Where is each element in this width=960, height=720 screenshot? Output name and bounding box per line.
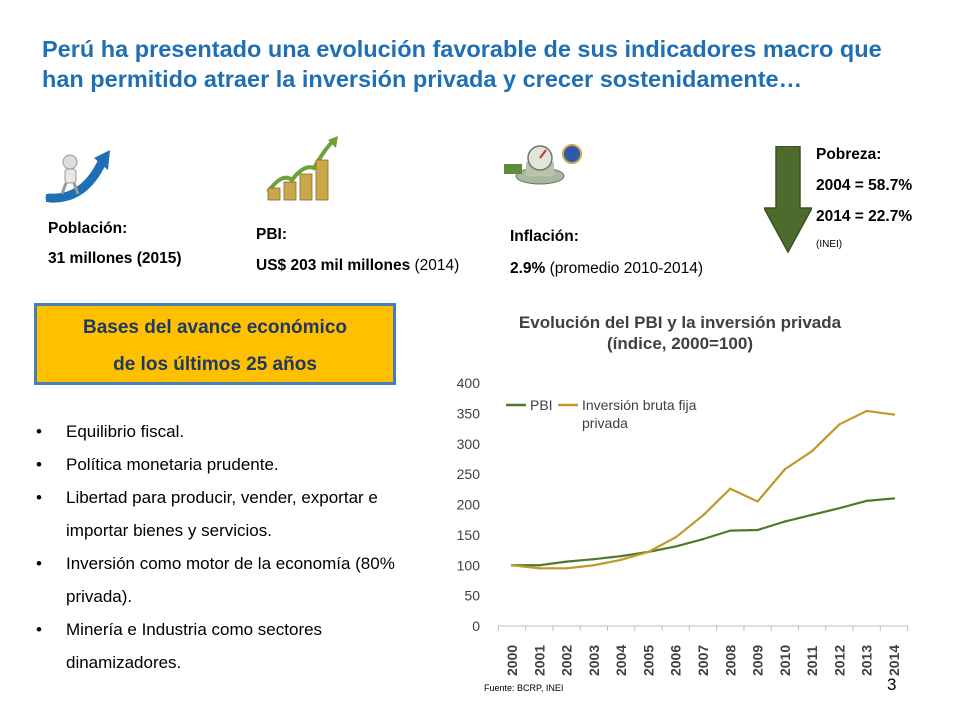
- data-point: [865, 499, 868, 503]
- gdp-value-year: (2014): [410, 257, 460, 274]
- person-with-rising-arrow-icon: [44, 148, 116, 211]
- inflation-value-period: (promedio 2010-2014): [545, 260, 704, 277]
- x-tick-label: 2005: [640, 645, 656, 676]
- y-tick-label: 200: [457, 497, 481, 513]
- x-tick-label: 2011: [804, 645, 820, 676]
- bases-item: Política monetaria prudente.: [30, 448, 410, 481]
- x-tick-label: 2014: [886, 645, 902, 676]
- data-point: [783, 468, 787, 471]
- x-tick-label: 2001: [531, 645, 547, 676]
- y-tick-label: 100: [457, 557, 481, 573]
- chart-title-line2: (índice, 2000=100): [606, 334, 753, 353]
- data-point: [647, 550, 650, 554]
- y-tick-label: 300: [457, 436, 481, 452]
- bases-heading-line2: de los últimos 25 años: [113, 354, 317, 375]
- x-tick-label: 2007: [695, 645, 711, 676]
- chart-title: Evolución del PBI y la inversión privada…: [480, 312, 880, 354]
- y-axis-labels: 0 50 100 150 200 250 300 350 400: [457, 375, 481, 634]
- x-tick-label: 2008: [722, 645, 738, 676]
- y-tick-label: 350: [457, 405, 481, 421]
- y-tick-label: 50: [464, 588, 480, 604]
- x-tick-label: 2004: [613, 645, 629, 676]
- bases-item: Minería e Industria como sectores dinami…: [30, 613, 410, 679]
- gdp-value: US$ 203 mil millones (2014): [256, 257, 459, 275]
- chart-title-line1: Evolución del PBI y la inversión privada: [518, 313, 842, 332]
- bases-item: Equilibrio fiscal.: [30, 415, 410, 448]
- data-point: [538, 564, 541, 567]
- poverty-2004: 2004 = 58.7%: [816, 177, 913, 194]
- data-point: [892, 497, 896, 500]
- series-lines: [510, 409, 896, 570]
- inflation-value: 2.9% (promedio 2010-2014): [510, 260, 703, 278]
- data-point: [701, 514, 705, 517]
- data-point: [592, 557, 596, 561]
- data-point: [810, 513, 814, 517]
- x-tick-label: 2002: [559, 645, 575, 676]
- poverty-block: Pobreza: 2004 = 58.7% 2014 = 22.7% (INEI…: [816, 146, 912, 270]
- y-tick-label: 250: [457, 466, 481, 482]
- data-point: [592, 564, 596, 567]
- legend-label-inversion-line1: Inversión bruta fija: [582, 397, 697, 413]
- legend: PBI Inversión bruta fija privada: [506, 397, 697, 431]
- data-point: [619, 554, 623, 558]
- x-axis-labels: 2000 2001 2002 2003 2004 2005 2006 2007 2008 2009…: [504, 645, 902, 676]
- gdp-value-bold: US$ 203 mil millones: [256, 257, 411, 274]
- poverty-label: Pobreza:: [816, 146, 882, 163]
- data-point: [674, 545, 677, 548]
- data-point: [865, 409, 868, 413]
- gdp-label: PBI:: [256, 226, 287, 243]
- poverty-2014: 2014 = 22.7%: [816, 208, 913, 225]
- data-point: [538, 567, 541, 570]
- bases-heading-box: Bases del avance económico de los último…: [34, 303, 396, 385]
- y-tick-label: 0: [472, 618, 480, 634]
- data-point: [892, 413, 896, 416]
- data-point: [756, 500, 759, 503]
- inflation-label: Inflación:: [510, 228, 579, 245]
- data-point: [783, 520, 787, 523]
- data-point: [619, 558, 623, 561]
- page-number: 3: [887, 675, 897, 694]
- data-point: [729, 529, 732, 532]
- legend-label-inversion-line2: privada: [582, 415, 628, 431]
- data-point: [647, 550, 650, 554]
- series-line-pbi: [512, 497, 895, 567]
- data-point: [838, 423, 841, 426]
- x-tick-label: 2010: [777, 645, 793, 676]
- y-tick-label: 150: [457, 527, 481, 543]
- data-point: [756, 528, 759, 532]
- data-point: [510, 564, 514, 567]
- x-tick-label: 2013: [859, 645, 875, 676]
- bases-list: Equilibrio fiscal. Política monetaria pr…: [30, 415, 410, 679]
- x-tick-label: 2000: [504, 645, 520, 676]
- data-point: [674, 536, 677, 539]
- population-label: Población:: [48, 220, 128, 237]
- data-point: [810, 449, 814, 453]
- bases-item: Inversión como motor de la economía (80%…: [30, 547, 410, 613]
- coin-stacks-growth-icon: [262, 136, 342, 209]
- population-value: 31 millones (2015): [48, 250, 182, 267]
- inflation-value-bold: 2.9%: [510, 260, 546, 277]
- bases-heading-line1: Bases del avance económico: [82, 317, 347, 338]
- x-tick-label: 2003: [586, 645, 602, 676]
- data-point: [838, 506, 841, 510]
- chart-source: Fuente: BCRP, INEI: [484, 683, 564, 693]
- x-tick-label: 2009: [750, 645, 766, 676]
- legend-label-pbi: PBI: [530, 397, 553, 413]
- data-point: [729, 487, 732, 490]
- slide-title: Perú ha presentado una evolución favorab…: [42, 36, 882, 92]
- data-point: [565, 560, 568, 563]
- bases-item: Libertad para producir, vender, exportar…: [30, 481, 410, 547]
- y-tick-label: 400: [457, 375, 481, 391]
- poverty-source: (INEI): [816, 239, 843, 250]
- x-tick-label: 2006: [668, 645, 684, 676]
- x-ticks: [497, 626, 909, 631]
- scale-and-gauge-icon: [500, 136, 584, 197]
- data-point: [510, 564, 514, 567]
- x-tick-label: 2012: [831, 645, 847, 676]
- series-line-inversion: [511, 409, 895, 570]
- data-point: [701, 537, 705, 541]
- data-point: [565, 567, 568, 570]
- down-arrow-icon: [762, 145, 814, 259]
